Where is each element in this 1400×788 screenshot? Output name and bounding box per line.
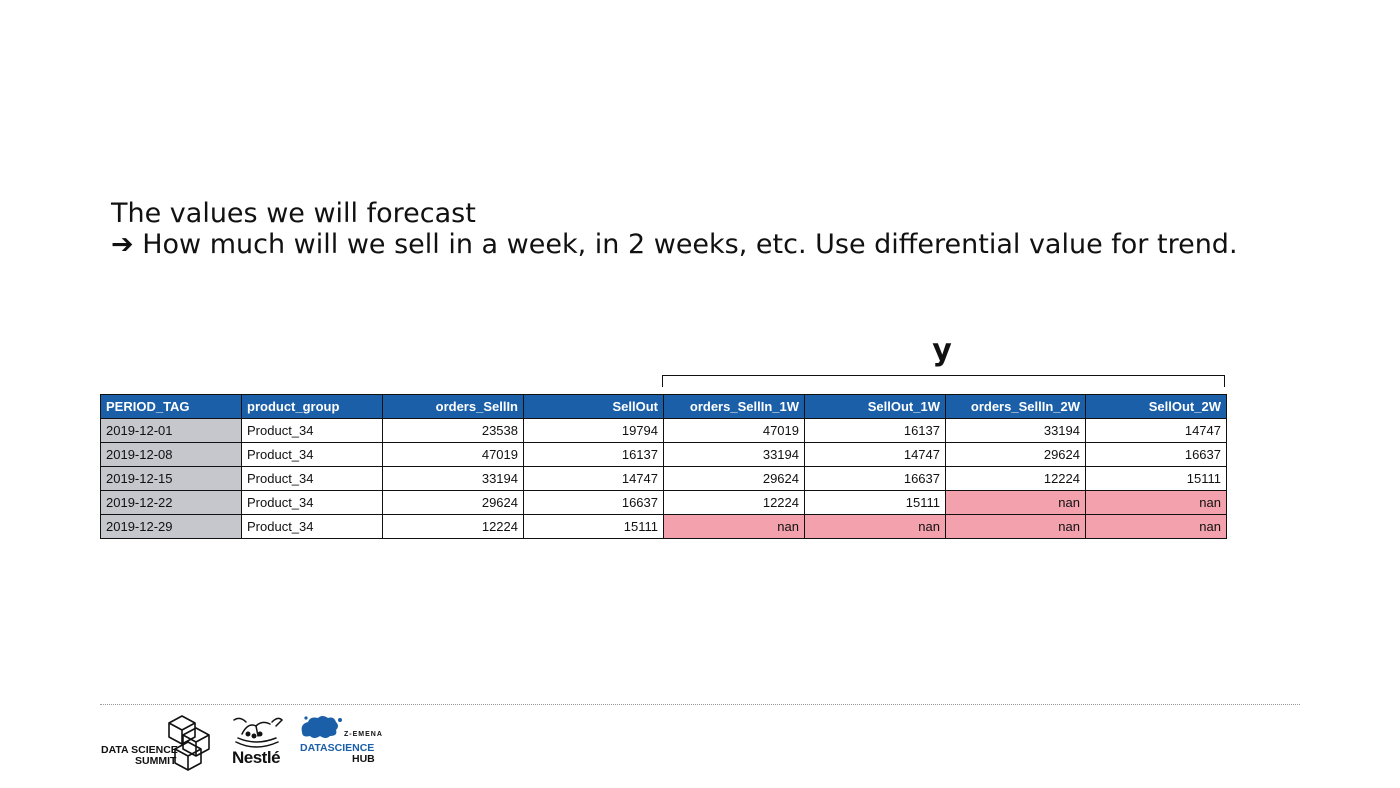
table-cell: Product_34 (241, 466, 383, 491)
table-cell: 15111 (523, 514, 664, 539)
column-header: SellOut_2W (1085, 394, 1227, 419)
table-cell: 16637 (804, 466, 946, 491)
table-row: 2019-12-22 Product_34 29624 16637 12224 … (100, 490, 1227, 515)
nestle-wordmark: Nestlé (232, 748, 281, 767)
column-header: product_group (241, 394, 383, 419)
table-cell: Product_34 (241, 418, 383, 443)
period-cell: 2019-12-22 (100, 490, 242, 515)
column-header: SellOut (523, 394, 664, 419)
nan-cell: nan (945, 490, 1086, 515)
table-cell: 29624 (382, 490, 524, 515)
table-cell: Product_34 (241, 442, 383, 467)
table-cell: 14747 (1085, 418, 1227, 443)
dss-line-2: SUMMIT (135, 755, 177, 767)
nan-cell: nan (804, 514, 946, 539)
table-cell: 47019 (382, 442, 524, 467)
hub-line-1: DATASCIENCE (300, 742, 375, 754)
table-cell: 23538 (382, 418, 524, 443)
table-cell: Product_34 (241, 490, 383, 515)
table-cell: 15111 (804, 490, 946, 515)
nan-cell: nan (1085, 490, 1227, 515)
period-cell: 2019-12-08 (100, 442, 242, 467)
forecast-table: PERIOD_TAG product_group orders_SellIn S… (100, 394, 1227, 539)
table-cell: 14747 (804, 442, 946, 467)
target-bracket (662, 375, 1225, 387)
table-cell: 16637 (1085, 442, 1227, 467)
heading-line-1: The values we will forecast (111, 198, 476, 229)
table-cell: 29624 (663, 466, 805, 491)
column-header: orders_SellIn_2W (945, 394, 1086, 419)
footer-divider (100, 704, 1300, 705)
column-header: orders_SellIn_1W (663, 394, 805, 419)
nestle-logo: Nestlé (228, 712, 286, 772)
slide-heading: The values we will forecast ➔ How much w… (111, 198, 1238, 260)
column-header: orders_SellIn (382, 394, 524, 419)
table-cell: 47019 (663, 418, 805, 443)
table-cell: 16137 (523, 442, 664, 467)
table-cell: 15111 (1085, 466, 1227, 491)
nest-birds-icon (233, 717, 284, 748)
nan-cell: nan (663, 514, 805, 539)
dss-line-1: DATA SCIENCE (101, 744, 178, 756)
data-science-summit-logo: DATA SCIENCE SUMMIT (100, 712, 215, 772)
table-cell: 12224 (663, 490, 805, 515)
table-cell: Product_34 (241, 514, 383, 539)
table-cell: 19794 (523, 418, 664, 443)
table-cell: 33194 (945, 418, 1086, 443)
table-header-row: PERIOD_TAG product_group orders_SellIn S… (100, 394, 1227, 419)
table-row: 2019-12-29 Product_34 12224 15111 nan na… (100, 514, 1227, 539)
datascience-hub-logo: Z-EMENA DATASCIENCE HUB (298, 712, 382, 772)
column-header: SellOut_1W (804, 394, 946, 419)
hub-line-2: HUB (352, 753, 375, 765)
heading-line-2: ➔ How much will we sell in a week, in 2 … (111, 229, 1238, 260)
target-label: y (932, 333, 952, 368)
europe-map-icon (301, 716, 342, 738)
table-cell: 29624 (945, 442, 1086, 467)
table-cell: 16637 (523, 490, 664, 515)
table-cell: 33194 (382, 466, 524, 491)
nan-cell: nan (945, 514, 1086, 539)
cubes-icon (168, 715, 210, 771)
table-cell: 12224 (382, 514, 524, 539)
period-cell: 2019-12-15 (100, 466, 242, 491)
table-cell: 33194 (663, 442, 805, 467)
table-cell: 16137 (804, 418, 946, 443)
hub-region: Z-EMENA (344, 731, 383, 738)
period-cell: 2019-12-01 (100, 418, 242, 443)
column-header: PERIOD_TAG (100, 394, 242, 419)
table-row: 2019-12-01 Product_34 23538 19794 47019 … (100, 418, 1227, 443)
table-cell: 12224 (945, 466, 1086, 491)
table-row: 2019-12-15 Product_34 33194 14747 29624 … (100, 466, 1227, 491)
nan-cell: nan (1085, 514, 1227, 539)
table-row: 2019-12-08 Product_34 47019 16137 33194 … (100, 442, 1227, 467)
period-cell: 2019-12-29 (100, 514, 242, 539)
table-cell: 14747 (523, 466, 664, 491)
